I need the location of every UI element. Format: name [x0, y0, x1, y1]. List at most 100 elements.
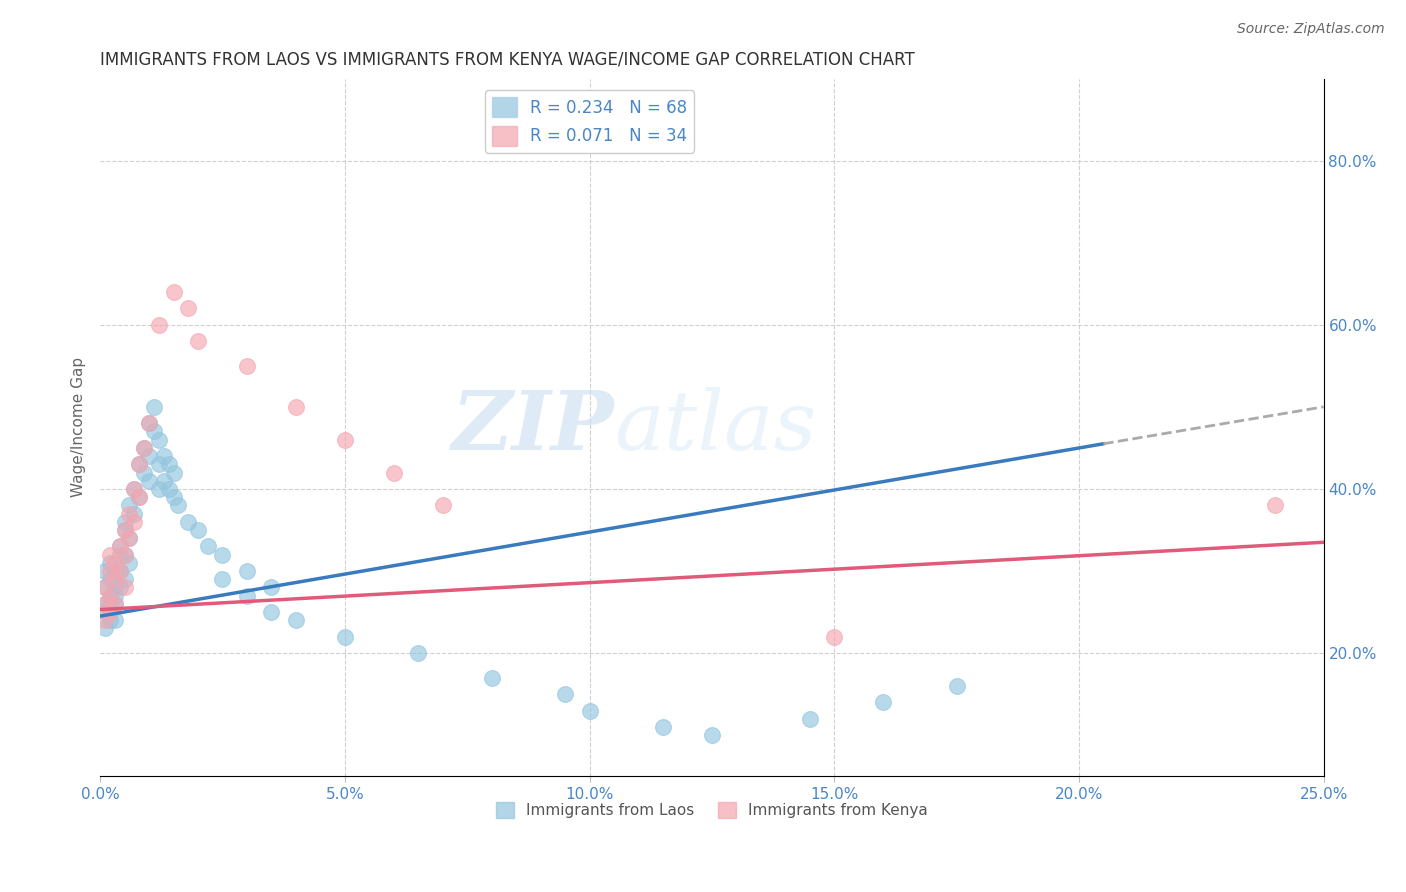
Point — [152, 474, 174, 488]
Point — [118, 531, 141, 545]
Point — [114, 515, 136, 529]
Point — [94, 597, 117, 611]
Point — [104, 581, 127, 595]
Y-axis label: Wage/Income Gap: Wage/Income Gap — [72, 358, 86, 498]
Point — [945, 679, 967, 693]
Point — [118, 531, 141, 545]
Point — [260, 605, 283, 619]
Point — [108, 548, 131, 562]
Point — [114, 548, 136, 562]
Point — [177, 301, 200, 316]
Point — [118, 507, 141, 521]
Point — [128, 490, 150, 504]
Point — [187, 523, 209, 537]
Point — [872, 695, 894, 709]
Point — [94, 622, 117, 636]
Point — [104, 589, 127, 603]
Point — [578, 704, 600, 718]
Point — [333, 433, 356, 447]
Point — [108, 540, 131, 554]
Point — [167, 499, 190, 513]
Point — [134, 441, 156, 455]
Text: IMMIGRANTS FROM LAOS VS IMMIGRANTS FROM KENYA WAGE/INCOME GAP CORRELATION CHART: IMMIGRANTS FROM LAOS VS IMMIGRANTS FROM … — [100, 51, 915, 69]
Point — [157, 482, 180, 496]
Point — [114, 523, 136, 537]
Point — [94, 613, 117, 627]
Point — [128, 458, 150, 472]
Point — [1264, 499, 1286, 513]
Point — [104, 597, 127, 611]
Point — [114, 572, 136, 586]
Point — [94, 597, 117, 611]
Text: Source: ZipAtlas.com: Source: ZipAtlas.com — [1237, 22, 1385, 37]
Point — [406, 646, 429, 660]
Point — [118, 556, 141, 570]
Point — [94, 581, 117, 595]
Point — [98, 605, 121, 619]
Point — [157, 458, 180, 472]
Point — [114, 523, 136, 537]
Point — [197, 540, 219, 554]
Point — [148, 458, 170, 472]
Point — [799, 712, 821, 726]
Point — [104, 613, 127, 627]
Point — [108, 540, 131, 554]
Point — [98, 589, 121, 603]
Point — [138, 417, 160, 431]
Point — [148, 482, 170, 496]
Point — [134, 441, 156, 455]
Point — [98, 548, 121, 562]
Point — [128, 490, 150, 504]
Point — [98, 597, 121, 611]
Point — [152, 449, 174, 463]
Point — [432, 499, 454, 513]
Text: atlas: atlas — [614, 387, 817, 467]
Point — [148, 433, 170, 447]
Point — [124, 515, 146, 529]
Point — [108, 581, 131, 595]
Point — [333, 630, 356, 644]
Point — [98, 556, 121, 570]
Point — [124, 482, 146, 496]
Point — [104, 597, 127, 611]
Point — [114, 548, 136, 562]
Point — [284, 400, 307, 414]
Point — [114, 581, 136, 595]
Point — [98, 589, 121, 603]
Point — [177, 515, 200, 529]
Point — [162, 490, 184, 504]
Point — [94, 564, 117, 578]
Point — [138, 449, 160, 463]
Point — [138, 474, 160, 488]
Text: ZIP: ZIP — [451, 387, 614, 467]
Point — [143, 400, 166, 414]
Point — [382, 466, 405, 480]
Point — [236, 564, 259, 578]
Point — [236, 589, 259, 603]
Point — [118, 499, 141, 513]
Point — [134, 466, 156, 480]
Point — [211, 548, 233, 562]
Point — [124, 507, 146, 521]
Point — [128, 458, 150, 472]
Point — [284, 613, 307, 627]
Point — [700, 728, 723, 742]
Point — [98, 613, 121, 627]
Point — [108, 564, 131, 578]
Point — [108, 564, 131, 578]
Point — [148, 318, 170, 332]
Point — [104, 572, 127, 586]
Point — [260, 581, 283, 595]
Point — [162, 285, 184, 299]
Point — [98, 564, 121, 578]
Point — [138, 417, 160, 431]
Point — [481, 671, 503, 685]
Point — [94, 581, 117, 595]
Point — [162, 466, 184, 480]
Point — [104, 564, 127, 578]
Point — [554, 687, 576, 701]
Point — [98, 572, 121, 586]
Point — [143, 425, 166, 439]
Point — [98, 605, 121, 619]
Point — [651, 720, 673, 734]
